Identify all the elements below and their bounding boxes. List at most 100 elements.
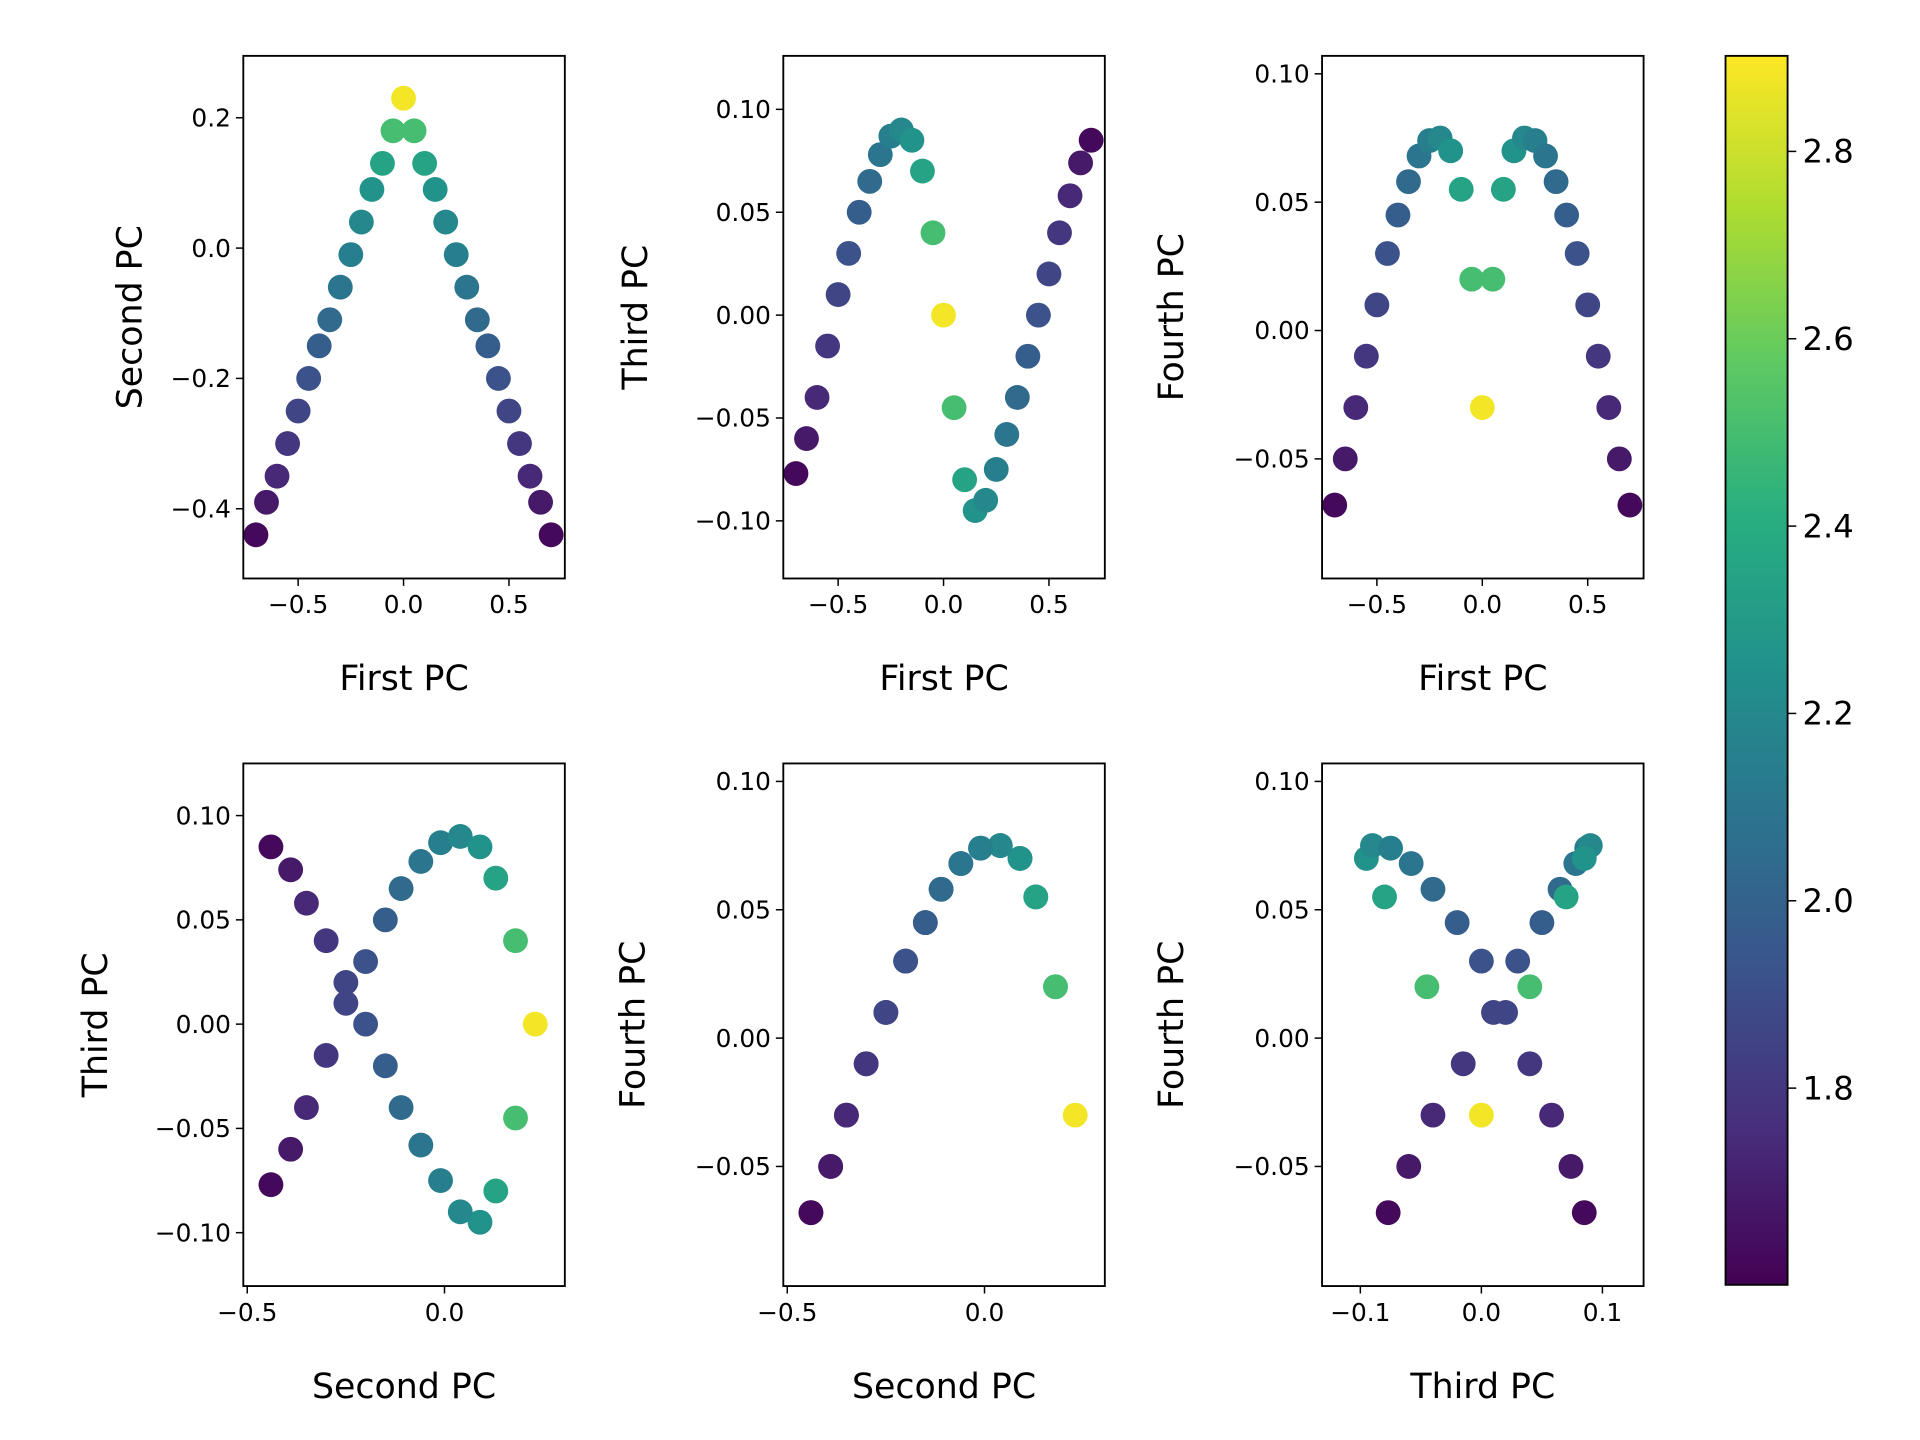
point	[1398, 851, 1424, 876]
point	[353, 1011, 379, 1037]
point	[836, 240, 862, 266]
x-axis-label: Third PC	[1409, 1367, 1555, 1407]
point	[1026, 302, 1051, 328]
x-tick-label: −0.5	[808, 590, 868, 619]
y-axis-label: Fourth PC	[1152, 233, 1192, 401]
point	[528, 489, 553, 515]
point	[1375, 1200, 1401, 1226]
point	[467, 1209, 493, 1235]
x-tick-label: −0.1	[1330, 1298, 1390, 1327]
point	[503, 1105, 528, 1131]
x-tick-label: 0.0	[965, 1298, 1004, 1327]
point	[313, 928, 339, 954]
point	[798, 1200, 824, 1226]
point	[338, 242, 364, 268]
plot-area: −0.5 0.0 0.5 −0.10 −0.05 0.00 0.05 0.10 First PC…	[616, 54, 1106, 699]
y-tick-label: −0.2	[171, 364, 231, 393]
point	[1490, 176, 1516, 202]
point	[846, 199, 872, 225]
point	[899, 127, 925, 153]
x-axis-label: Second PC	[852, 1367, 1036, 1407]
point	[348, 209, 374, 235]
point	[483, 865, 509, 891]
point	[1553, 884, 1579, 910]
y-axis-label: Fourth PC	[613, 941, 653, 1109]
y-tick-label: 0.05	[1254, 188, 1309, 217]
y-tick-label: 0.10	[716, 767, 771, 796]
point	[327, 274, 353, 300]
x-tick-label: −0.5	[1347, 590, 1407, 619]
points	[243, 85, 564, 548]
y-tick-label: −0.4	[171, 494, 231, 523]
point	[1517, 974, 1543, 1000]
point	[783, 461, 809, 486]
point	[867, 142, 893, 168]
x-tick-label: −0.5	[217, 1298, 277, 1327]
y-tick-label: 0.00	[716, 1024, 771, 1053]
point	[941, 395, 967, 421]
x-tick-label: 0.0	[425, 1298, 464, 1327]
colorbar-tick-label: 2.8	[1802, 133, 1853, 171]
point	[1372, 884, 1397, 910]
y-tick-label: 0.0	[191, 234, 230, 263]
point	[454, 274, 480, 300]
point	[1007, 846, 1033, 871]
x-tick-label: 0.0	[924, 590, 963, 619]
point	[294, 1095, 319, 1120]
point	[1468, 948, 1494, 974]
point	[306, 333, 332, 359]
point	[857, 168, 883, 194]
point	[1343, 395, 1369, 420]
colorbar	[1724, 54, 1789, 1286]
point	[794, 426, 819, 451]
points	[1322, 125, 1643, 518]
point	[401, 118, 427, 144]
x-tick-label: 0.5	[1029, 590, 1068, 619]
point	[853, 1051, 879, 1077]
point	[804, 385, 830, 410]
plot-area: −0.5 0.0 0.5 −0.4 −0.2 0.0 0.2 First PC Second P…	[111, 54, 566, 699]
point	[486, 366, 511, 391]
point	[422, 177, 448, 202]
colorbar-tick-label: 2.6	[1802, 320, 1853, 358]
colorbar-tick-label: 1.8	[1802, 1069, 1853, 1107]
point	[258, 1172, 284, 1198]
plot-area: −0.5 0.0 −0.10 −0.05 0.00 0.05 0.10 Second PC Th…	[76, 762, 566, 1407]
plot-area: −0.5 0.0 0.5 −0.05 0.00 0.05 0.10 First PC Fourt…	[1152, 54, 1645, 699]
x-tick-label: −0.5	[757, 1298, 817, 1327]
point	[428, 830, 453, 856]
point	[931, 302, 956, 328]
point	[1493, 1000, 1518, 1025]
point	[408, 1132, 434, 1158]
point	[1047, 220, 1072, 246]
point	[818, 1154, 844, 1179]
point	[1062, 1102, 1088, 1128]
point	[973, 487, 999, 513]
point	[1414, 974, 1440, 1000]
y-tick-label: −0.05	[1234, 1152, 1310, 1181]
point	[475, 333, 501, 359]
point	[1543, 169, 1569, 195]
point	[507, 431, 532, 457]
point	[1533, 143, 1558, 169]
y-tick-label: −0.05	[155, 1114, 231, 1143]
point	[1596, 395, 1622, 420]
y-tick-label: 0.10	[1254, 767, 1309, 796]
y-tick-label: −0.05	[695, 404, 771, 433]
point	[893, 948, 919, 974]
y-tick-label: −0.05	[1234, 445, 1310, 474]
y-tick-label: −0.10	[695, 507, 771, 536]
point	[825, 282, 851, 307]
point	[1468, 1102, 1494, 1128]
x-axis-label: First PC	[1418, 659, 1547, 699]
point	[433, 209, 459, 235]
point	[483, 1178, 509, 1204]
point	[1529, 910, 1555, 936]
y-axis-label: Second PC	[111, 225, 151, 409]
y-tick-label: 0.10	[716, 95, 771, 124]
point	[948, 851, 974, 876]
point	[1585, 343, 1611, 369]
point	[254, 489, 279, 515]
